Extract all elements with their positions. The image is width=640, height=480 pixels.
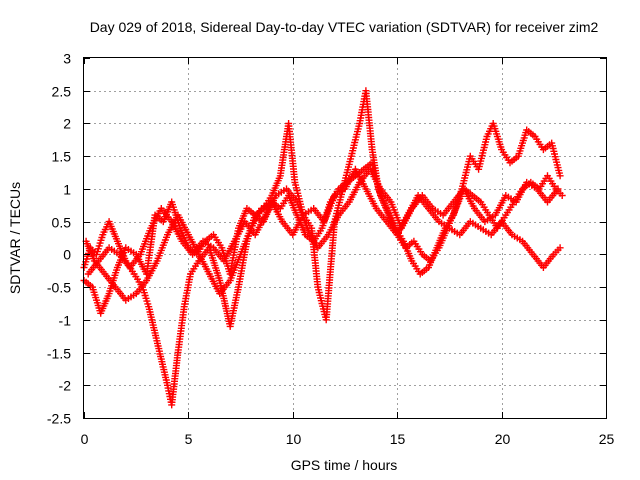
y-tick-label: 3 <box>63 51 71 67</box>
y-tick-label: -1.5 <box>47 346 71 362</box>
y-tick-label: 2 <box>63 116 71 132</box>
data-point <box>558 192 566 199</box>
x-tick-label: 15 <box>390 431 406 447</box>
y-tick-label: 0.5 <box>52 215 72 231</box>
y-tick-label: -2 <box>59 378 72 394</box>
plot-frame <box>83 57 607 419</box>
y-axis-label: SDTVAR / TECUs <box>7 182 23 294</box>
data-point <box>556 172 564 180</box>
x-tick-label: 0 <box>81 431 89 447</box>
grid <box>84 58 606 418</box>
y-tick-label: -1 <box>59 313 72 329</box>
data-point <box>554 185 562 193</box>
x-tick-label: 5 <box>185 431 193 447</box>
x-tick-label: 25 <box>599 431 615 447</box>
y-tick-label: 2.5 <box>52 84 72 100</box>
chart-title: Day 029 of 2018, Sidereal Day-to-day VTE… <box>90 19 599 35</box>
data-point <box>556 244 564 252</box>
x-axis-label: GPS time / hours <box>291 457 398 473</box>
y-tick-label: 0 <box>63 247 71 263</box>
y-axis: -2.5 -2 -1.5 -1 -0.5 0 0.5 1 1.5 2 2.5 3 <box>47 51 606 427</box>
y-tick-label: -2.5 <box>47 411 71 427</box>
x-axis: 0 5 10 15 20 25 <box>81 58 615 447</box>
x-tick-label: 20 <box>495 431 511 447</box>
x-tick-label: 10 <box>286 431 302 447</box>
y-tick-label: 1.5 <box>52 149 72 165</box>
data-points <box>80 87 566 409</box>
y-tick-label: -0.5 <box>47 280 71 296</box>
y-tick-label: 1 <box>63 182 71 198</box>
